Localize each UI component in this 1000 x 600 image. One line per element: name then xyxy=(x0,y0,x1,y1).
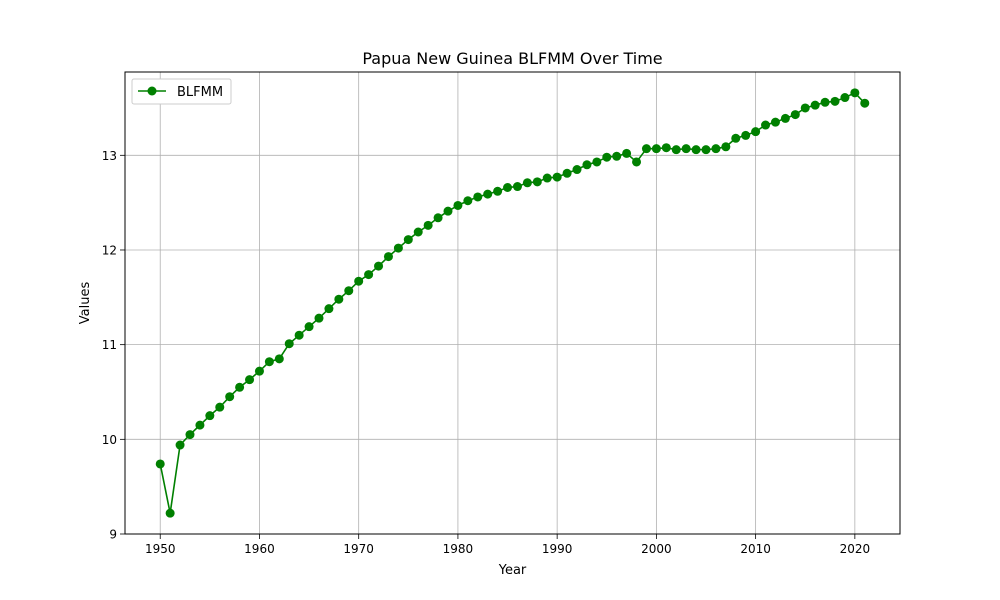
data-point xyxy=(433,213,443,223)
data-point xyxy=(413,227,423,237)
data-point xyxy=(463,196,473,206)
plot-area-frame xyxy=(124,71,901,535)
data-point xyxy=(622,148,632,158)
data-point xyxy=(731,133,741,143)
legend-label: BLFMM xyxy=(177,85,223,100)
data-point xyxy=(701,145,711,155)
data-point xyxy=(632,157,642,167)
x-tick-label: 1980 xyxy=(443,542,474,556)
data-point xyxy=(324,304,334,314)
y-axis: 9 10 11 12 13 xyxy=(102,149,125,542)
legend: BLFMM xyxy=(131,78,232,105)
data-point xyxy=(850,88,860,98)
data-point xyxy=(562,168,572,178)
data-point xyxy=(473,192,483,202)
x-tick-label: 2010 xyxy=(740,542,771,556)
data-point xyxy=(602,152,612,162)
data-point xyxy=(810,100,820,110)
data-point xyxy=(493,186,503,196)
data-point xyxy=(711,144,721,154)
data-point xyxy=(334,294,344,304)
y-axis-label: Values xyxy=(78,282,93,325)
data-point xyxy=(423,220,433,230)
data-point xyxy=(840,93,850,103)
y-tick-label: 12 xyxy=(102,243,117,257)
data-point xyxy=(453,200,463,210)
x-axis: 1950 1960 1970 1980 1990 2000 2010 2020 xyxy=(145,534,870,556)
data-point xyxy=(175,440,185,450)
x-tick-label: 1990 xyxy=(542,542,573,556)
data-point xyxy=(165,508,175,518)
data-point xyxy=(314,313,324,323)
data-point xyxy=(225,392,235,402)
data-point xyxy=(691,145,701,155)
data-point xyxy=(512,182,522,192)
y-tick-label: 10 xyxy=(102,433,117,447)
data-point xyxy=(582,160,592,170)
data-point xyxy=(274,354,284,364)
data-point xyxy=(522,178,532,188)
chart-title: Papua New Guinea BLFMM Over Time xyxy=(362,49,662,68)
data-point xyxy=(780,113,790,123)
data-point xyxy=(790,110,800,120)
x-axis-label: Year xyxy=(498,563,527,578)
legend-box xyxy=(131,78,232,105)
data-point xyxy=(721,142,731,152)
data-point xyxy=(483,189,493,199)
data-point xyxy=(800,103,810,113)
y-tick-label: 13 xyxy=(102,149,117,163)
data-point xyxy=(542,173,552,183)
data-point xyxy=(284,339,294,349)
data-point xyxy=(661,143,671,153)
data-point xyxy=(741,130,751,140)
data-point xyxy=(503,183,513,192)
data-point xyxy=(403,235,413,245)
data-point xyxy=(215,402,225,412)
data-point xyxy=(552,172,562,182)
data-point xyxy=(195,420,205,430)
data-point xyxy=(185,430,195,440)
data-point xyxy=(344,286,354,296)
data-point xyxy=(751,127,761,137)
data-point xyxy=(205,411,215,421)
data-point xyxy=(245,375,255,385)
data-point xyxy=(443,206,453,216)
y-tick-label: 11 xyxy=(102,338,117,352)
data-point xyxy=(532,177,542,187)
x-tick-label: 1970 xyxy=(343,542,374,556)
legend-marker-icon xyxy=(147,86,157,96)
x-tick-label: 1960 xyxy=(244,542,275,556)
data-point xyxy=(155,459,165,469)
data-point xyxy=(860,98,870,108)
data-point xyxy=(612,151,622,161)
x-tick-label: 2020 xyxy=(840,542,871,556)
data-point xyxy=(393,243,403,253)
data-point xyxy=(761,120,771,130)
data-point xyxy=(572,165,582,175)
x-tick-label: 2000 xyxy=(641,542,672,556)
data-point xyxy=(681,144,691,154)
data-point xyxy=(671,145,681,155)
data-point xyxy=(830,96,840,106)
series-layer xyxy=(155,88,870,518)
data-point xyxy=(651,144,661,154)
data-point xyxy=(364,270,374,280)
data-point xyxy=(641,144,651,154)
y-tick-label: 9 xyxy=(109,528,117,542)
data-point xyxy=(304,322,314,332)
data-point xyxy=(383,252,393,262)
data-point xyxy=(235,382,245,392)
data-point xyxy=(254,366,264,376)
data-point xyxy=(264,357,274,367)
data-point xyxy=(592,157,602,167)
data-point xyxy=(770,117,780,127)
data-point xyxy=(374,261,384,271)
data-point xyxy=(294,330,304,340)
data-point xyxy=(354,276,364,286)
x-tick-label: 1950 xyxy=(145,542,176,556)
data-point xyxy=(820,97,830,107)
